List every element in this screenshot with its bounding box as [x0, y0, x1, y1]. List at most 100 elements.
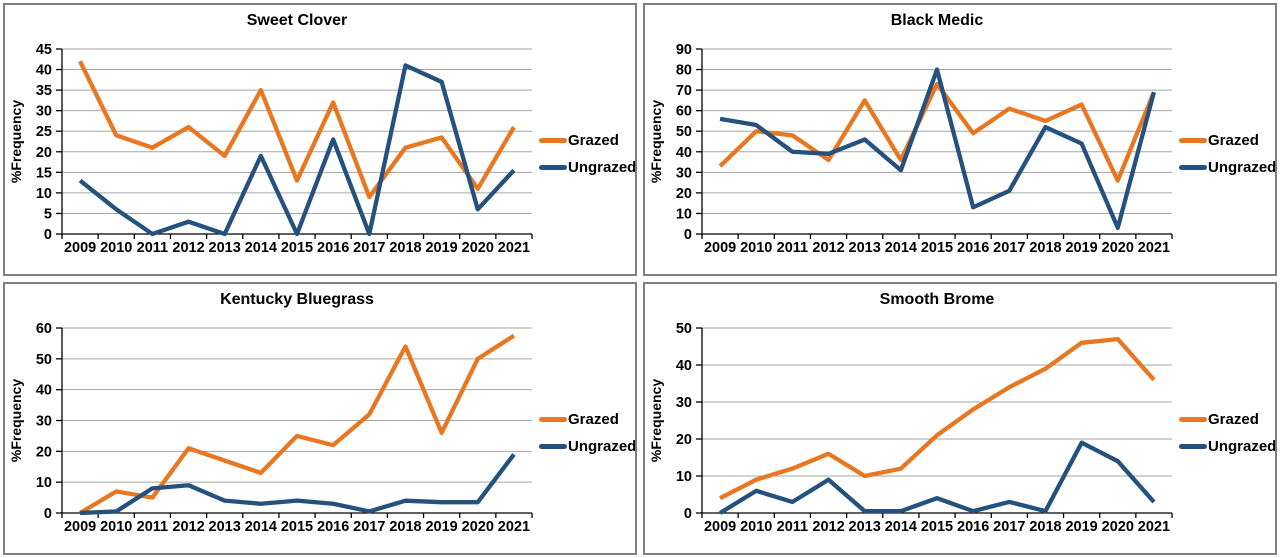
- x-tick-label: 2011: [777, 519, 808, 535]
- legend-item-grazed: Grazed: [1179, 406, 1275, 433]
- x-tick-label: 2010: [100, 519, 132, 535]
- x-tick-label: 2018: [389, 519, 421, 535]
- x-tick-label: 2016: [317, 519, 349, 535]
- y-tick-label: 20: [676, 432, 692, 448]
- grazed-line-swatch: [539, 138, 567, 143]
- y-tick-label: 30: [36, 104, 52, 120]
- x-tick-label: 2017: [353, 240, 385, 256]
- x-tick-label: 2011: [137, 240, 168, 256]
- y-tick-label: 0: [44, 506, 52, 522]
- y-tick-label: 40: [676, 145, 692, 161]
- legend-label-ungrazed: Ungrazed: [1208, 159, 1277, 176]
- ungrazed-line: [718, 440, 1156, 515]
- y-tick-label: 20: [36, 145, 52, 161]
- chart-panel-sweet-clover: Sweet Clover 0 5 10 15 20 25 30 35 40 45 2009 2010 2…: [3, 3, 637, 276]
- x-tick-label: 2021: [498, 240, 530, 256]
- x-tick-label: 2012: [812, 240, 844, 256]
- legend-item-grazed: Grazed: [1179, 127, 1275, 154]
- x-tick-label: 2019: [425, 240, 457, 256]
- y-tick-label: 0: [684, 506, 692, 522]
- legend-item-ungrazed: Ungrazed: [1179, 433, 1277, 460]
- x-tick-label: 2015: [921, 519, 953, 535]
- x-tick-label: 2019: [1065, 240, 1097, 256]
- y-axis-title: %Frequency: [8, 379, 24, 462]
- x-tick-label: 2014: [245, 519, 277, 535]
- legend-label-ungrazed: Ungrazed: [568, 438, 637, 455]
- x-tick-label: 2017: [993, 240, 1025, 256]
- y-tick-label: 20: [36, 444, 52, 460]
- x-tick-label: 2009: [704, 519, 736, 535]
- y-tick-label: 10: [676, 206, 692, 222]
- y-tick-label: 80: [676, 63, 692, 79]
- x-tick-label: 2014: [885, 240, 917, 256]
- x-tick-label: 2011: [777, 240, 808, 256]
- y-tick-label: 35: [36, 83, 52, 99]
- chart-title: Sweet Clover: [246, 12, 348, 29]
- y-tick-label: 50: [676, 124, 692, 140]
- x-tick-label: 2021: [1138, 519, 1170, 535]
- x-tick-label: 2013: [209, 240, 241, 256]
- y-tick-label: 40: [36, 383, 52, 399]
- x-tick-label: 2020: [462, 519, 494, 535]
- legend: Grazed Ungrazed: [1179, 406, 1277, 460]
- legend-label-grazed: Grazed: [1208, 411, 1259, 428]
- y-tick-label: 30: [676, 395, 692, 411]
- y-tick-label: 5: [44, 206, 52, 222]
- chart-title: Kentucky Bluegrass: [220, 291, 374, 308]
- x-tick-label: 2018: [389, 240, 421, 256]
- ungrazed-line-swatch: [1179, 165, 1207, 170]
- grazed-line: [78, 333, 516, 515]
- x-tick-label: 2015: [281, 519, 313, 535]
- legend-label-grazed: Grazed: [1208, 132, 1259, 149]
- chart-panel-kentucky-bluegrass: Kentucky Bluegrass 0 10 20 30 40 50 60 2009 2010…: [3, 282, 637, 555]
- legend-label-grazed: Grazed: [568, 132, 619, 149]
- y-tick-label: 0: [44, 227, 52, 243]
- ungrazed-line-swatch: [539, 165, 567, 170]
- chart-title: Smooth Brome: [879, 291, 995, 308]
- ungrazed-line-swatch: [1179, 444, 1207, 449]
- y-tick-label: 40: [676, 358, 692, 374]
- x-tick-label: 2011: [137, 519, 168, 535]
- x-tick-label: 2009: [704, 240, 736, 256]
- ungrazed-line-swatch: [539, 444, 567, 449]
- y-axis-title: %Frequency: [8, 100, 24, 183]
- grazed-line-swatch: [1179, 138, 1207, 143]
- y-tick-label: 60: [36, 321, 52, 337]
- chart-title: Black Medic: [890, 12, 984, 29]
- y-tick-label: 60: [676, 104, 692, 120]
- legend-item-ungrazed: Ungrazed: [539, 433, 637, 460]
- y-axis-title: %Frequency: [648, 100, 664, 183]
- y-tick-label: 25: [36, 124, 52, 140]
- y-tick-label: 90: [676, 42, 692, 58]
- x-tick-label: 2021: [1138, 240, 1170, 256]
- legend: Grazed Ungrazed: [539, 406, 637, 460]
- x-tick-label: 2010: [100, 240, 132, 256]
- legend: Grazed Ungrazed: [539, 127, 635, 181]
- x-tick-label: 2020: [1102, 519, 1134, 535]
- grazed-line: [78, 60, 516, 200]
- x-tick-label: 2015: [921, 240, 953, 256]
- y-tick-label: 20: [676, 186, 692, 202]
- x-tick-label: 2017: [353, 519, 385, 535]
- y-tick-label: 0: [684, 227, 692, 243]
- x-tick-label: 2013: [209, 519, 241, 535]
- chart-panel-black-medic: Black Medic 0 10 20 30 40 50 60 70 80 90 2009 2010 2…: [643, 3, 1277, 276]
- x-tick-label: 2013: [849, 240, 881, 256]
- x-tick-label: 2010: [740, 240, 772, 256]
- x-tick-label: 2012: [812, 519, 844, 535]
- x-tick-label: 2016: [957, 240, 989, 256]
- legend-label-ungrazed: Ungrazed: [1208, 438, 1277, 455]
- legend-item-ungrazed: Ungrazed: [539, 154, 635, 181]
- y-tick-label: 50: [676, 321, 692, 337]
- x-tick-label: 2020: [462, 240, 494, 256]
- x-tick-label: 2010: [740, 519, 772, 535]
- x-tick-label: 2016: [317, 240, 349, 256]
- legend-item-ungrazed: Ungrazed: [1179, 154, 1277, 181]
- legend-label-grazed: Grazed: [568, 411, 619, 428]
- x-tick-label: 2019: [1065, 519, 1097, 535]
- ungrazed-line: [78, 63, 516, 237]
- legend-item-grazed: Grazed: [539, 127, 635, 154]
- y-tick-label: 15: [36, 165, 52, 181]
